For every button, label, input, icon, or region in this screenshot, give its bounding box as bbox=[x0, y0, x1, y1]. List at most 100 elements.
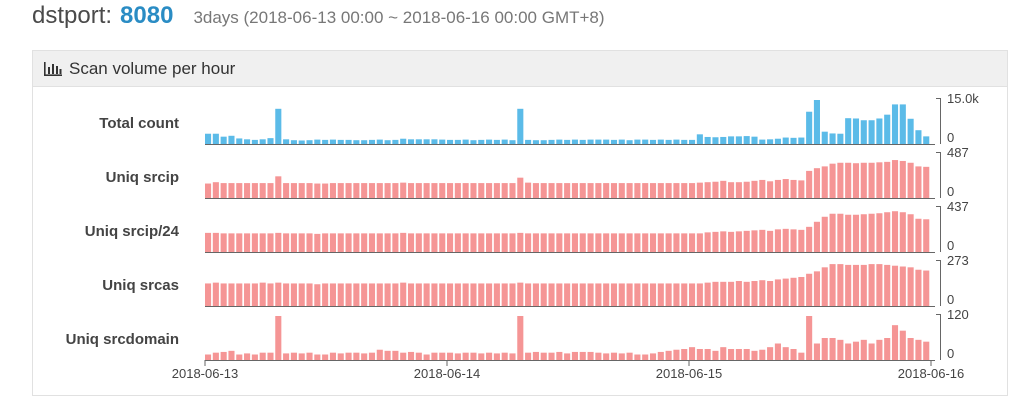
row-label: Uniq srcdomain bbox=[66, 331, 179, 348]
bar bbox=[290, 183, 297, 198]
bar bbox=[774, 138, 781, 144]
bar bbox=[837, 264, 844, 306]
bar bbox=[220, 136, 227, 144]
bar bbox=[767, 139, 774, 144]
bar-chart-icon bbox=[44, 61, 62, 76]
bar bbox=[251, 183, 258, 198]
bar bbox=[891, 265, 899, 306]
bar bbox=[907, 162, 914, 198]
bar bbox=[486, 352, 493, 360]
bar bbox=[267, 352, 274, 360]
bar bbox=[431, 352, 438, 360]
bar bbox=[345, 283, 352, 306]
bar bbox=[923, 136, 930, 144]
bar bbox=[907, 338, 914, 360]
bar bbox=[782, 179, 789, 198]
bar bbox=[798, 137, 805, 144]
bar bbox=[228, 350, 235, 360]
bar bbox=[392, 350, 399, 360]
bar bbox=[251, 139, 258, 144]
bar bbox=[657, 183, 664, 198]
bar bbox=[462, 352, 469, 360]
bar bbox=[314, 183, 321, 198]
bar bbox=[743, 281, 750, 306]
bar bbox=[478, 233, 485, 252]
bar bbox=[907, 118, 914, 144]
bar bbox=[649, 139, 657, 144]
bar bbox=[735, 281, 742, 306]
bar bbox=[306, 233, 313, 252]
bar bbox=[806, 170, 813, 198]
bar bbox=[228, 183, 235, 198]
bar bbox=[860, 162, 867, 198]
bar bbox=[462, 283, 469, 306]
bar bbox=[587, 351, 594, 360]
bar bbox=[610, 352, 618, 360]
bar bbox=[415, 183, 422, 198]
bar bbox=[759, 349, 766, 360]
bar bbox=[899, 330, 906, 360]
x-tick-label: 2018-06-13 bbox=[172, 366, 239, 381]
bar bbox=[689, 183, 696, 198]
bar bbox=[852, 264, 860, 306]
bar bbox=[361, 183, 368, 198]
bar bbox=[626, 352, 633, 360]
bar bbox=[353, 352, 360, 360]
bar bbox=[774, 229, 781, 252]
bar bbox=[681, 283, 688, 306]
bar bbox=[517, 177, 524, 198]
bar bbox=[743, 181, 750, 198]
y-min-label: 0 bbox=[947, 292, 954, 307]
bar bbox=[212, 282, 219, 306]
x-tick-label: 2018-06-14 bbox=[414, 366, 481, 381]
bar bbox=[876, 339, 883, 360]
bar bbox=[634, 139, 641, 144]
bar bbox=[236, 138, 243, 144]
bar bbox=[681, 233, 688, 252]
bar bbox=[540, 352, 547, 360]
bar bbox=[376, 349, 383, 360]
bar bbox=[244, 139, 251, 144]
bar bbox=[610, 139, 618, 144]
y-min-label: 0 bbox=[947, 238, 954, 253]
bar bbox=[345, 233, 352, 252]
bar bbox=[376, 233, 383, 252]
bar bbox=[704, 349, 711, 360]
bar bbox=[548, 352, 555, 360]
row-label: Uniq srcas bbox=[102, 277, 179, 294]
bar bbox=[283, 283, 290, 306]
bar bbox=[689, 233, 696, 252]
bar bbox=[447, 352, 454, 360]
panel-title: Scan volume per hour bbox=[69, 58, 236, 78]
bar bbox=[626, 233, 633, 252]
bar bbox=[556, 283, 563, 306]
bar bbox=[384, 283, 391, 306]
bar bbox=[525, 182, 532, 198]
bar bbox=[673, 349, 680, 360]
bar bbox=[884, 212, 891, 252]
bar bbox=[454, 353, 461, 360]
bar bbox=[431, 139, 438, 144]
bar bbox=[657, 351, 664, 360]
bar bbox=[298, 353, 305, 360]
bar bbox=[712, 137, 719, 144]
bar bbox=[205, 133, 212, 144]
bar bbox=[806, 316, 813, 360]
bar bbox=[837, 162, 844, 198]
bar bbox=[821, 131, 828, 144]
bar bbox=[368, 139, 376, 144]
bar bbox=[673, 183, 680, 198]
bar bbox=[704, 282, 711, 306]
bar bbox=[493, 139, 500, 144]
bar bbox=[439, 183, 446, 198]
bar bbox=[423, 283, 430, 306]
bar bbox=[813, 221, 820, 252]
bar bbox=[244, 183, 251, 198]
bar bbox=[610, 233, 618, 252]
bar bbox=[657, 139, 664, 144]
bar bbox=[314, 233, 321, 252]
bar bbox=[665, 139, 672, 144]
bar bbox=[376, 283, 383, 306]
bar bbox=[657, 283, 664, 306]
